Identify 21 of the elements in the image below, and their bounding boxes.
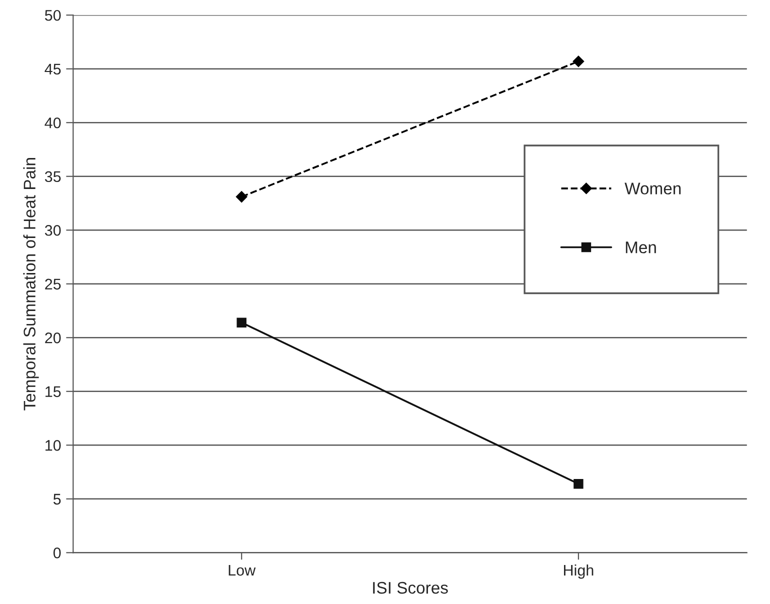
y-tick-label: 20 <box>45 332 61 344</box>
y-tick-label: 10 <box>46 440 61 451</box>
y-tick-label: 35 <box>44 171 61 182</box>
y-tick-label: 0 <box>53 548 61 558</box>
y-tick-label: 5 <box>53 494 61 505</box>
x-tick-label: High <box>564 564 594 579</box>
point <box>236 191 248 202</box>
legend-label: Women <box>624 182 681 194</box>
legend-label: Men <box>626 242 656 254</box>
y-tick-label: 40 <box>44 117 61 128</box>
y-tick-label: 30 <box>44 224 61 236</box>
x-axis-title: ISI Scores <box>373 582 448 594</box>
point <box>572 56 584 67</box>
y-tick-label: 25 <box>45 278 61 290</box>
point <box>236 318 246 328</box>
y-tick-label: 50 <box>44 10 61 21</box>
y-tick-label: 15 <box>46 386 61 398</box>
y-axis-title: Temporal Summation of Heat Pain <box>23 158 39 410</box>
point <box>574 478 584 489</box>
y-tick-label: 45 <box>44 64 61 75</box>
x-tick-label: Low <box>228 565 256 576</box>
